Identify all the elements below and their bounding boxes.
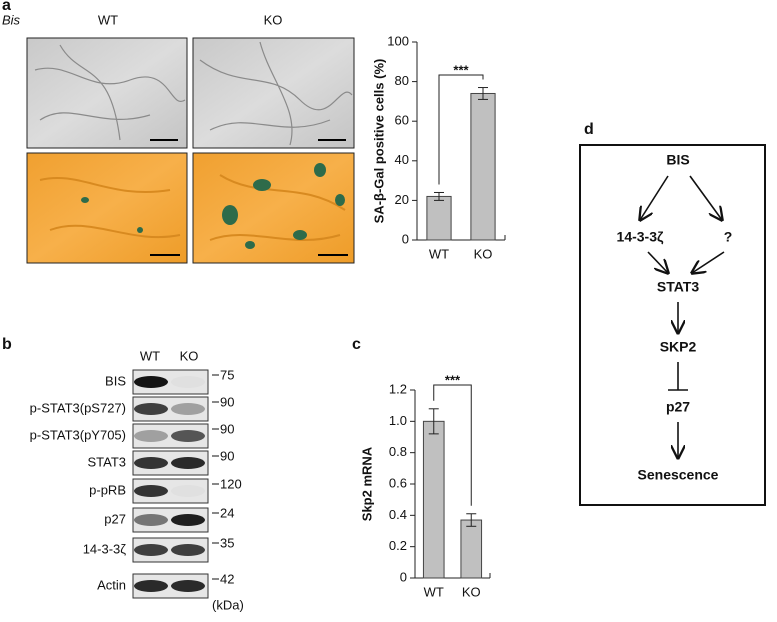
column-label: KO [264, 12, 283, 27]
blot-row-label: p-STAT3(pS727) [30, 400, 126, 415]
kda-label: 75 [220, 367, 234, 382]
band [171, 514, 205, 526]
band [171, 544, 205, 556]
bar [470, 92, 496, 241]
y-tick-label: 100 [387, 33, 409, 48]
kda-label: 90 [220, 421, 234, 436]
node: Senescence [638, 467, 719, 483]
micrograph-grid [26, 37, 355, 264]
y-tick-label: 0.2 [389, 538, 407, 553]
y-tick-label: 80 [395, 73, 409, 88]
y-tick-label: 1.2 [389, 381, 407, 396]
band [171, 485, 205, 497]
y-tick-label: 0.8 [389, 444, 407, 459]
blot-column: KO [180, 348, 199, 363]
genotype-label: Bis [2, 12, 21, 27]
arrow [689, 175, 722, 220]
kda-label: 42 [220, 571, 234, 586]
significance-bracket [433, 384, 472, 506]
band [134, 485, 168, 497]
y-tick-label: 0 [402, 231, 409, 246]
band [171, 403, 205, 415]
node: SKP2 [660, 339, 697, 355]
sa-bgal-wt [26, 152, 188, 264]
x-tick-label: WT [424, 584, 444, 599]
band [134, 514, 168, 526]
band [134, 376, 168, 388]
node: p27 [666, 399, 690, 415]
kda-label: 90 [220, 448, 234, 463]
blot-column: WT [140, 348, 160, 363]
blot-row-label: Actin [97, 577, 126, 592]
kda-label: 35 [220, 535, 234, 550]
band [134, 403, 168, 415]
band [134, 430, 168, 442]
bar [460, 519, 483, 579]
kda-label: 24 [220, 505, 234, 520]
blot-row-label: BIS [105, 373, 126, 388]
arrow [640, 175, 669, 220]
band [134, 544, 168, 556]
panel-label: b [2, 336, 12, 353]
column-label: WT [98, 12, 118, 27]
kda-label: 90 [220, 394, 234, 409]
sa-bgal-ko [192, 152, 355, 264]
y-tick-label: 0.6 [389, 475, 407, 490]
y-axis-label: SA-β-Gal positive cells (%) [371, 59, 386, 224]
band [134, 580, 168, 592]
blot-row-label: p-pRB [89, 482, 126, 497]
y-tick-label: 0.4 [389, 507, 407, 522]
x-tick-label: KO [462, 584, 481, 599]
node: 14-3-3ζ [617, 229, 664, 245]
panel-label: a [2, 0, 11, 14]
node: BIS [666, 152, 689, 168]
y-tick-label: 40 [395, 152, 409, 167]
blot-row-label: 14-3-3ζ [83, 541, 127, 556]
node: STAT3 [657, 279, 699, 295]
bar [422, 420, 445, 579]
arrow [647, 251, 668, 273]
blot-row-label: p-STAT3(pY705) [30, 427, 126, 442]
band [171, 430, 205, 442]
significance: *** [453, 62, 469, 77]
arrow [692, 251, 725, 273]
band [171, 457, 205, 469]
y-tick-label: 0 [400, 569, 407, 584]
y-tick-label: 1.0 [389, 413, 407, 428]
x-tick-label: KO [474, 246, 493, 261]
band [134, 457, 168, 469]
y-tick-label: 20 [395, 192, 409, 207]
panel-label: d [584, 121, 594, 138]
significance-bracket [438, 74, 484, 185]
significance: *** [445, 372, 461, 387]
y-tick-label: 60 [395, 113, 409, 128]
stained-cells [81, 163, 345, 249]
blot-row-label: STAT3 [87, 454, 126, 469]
kda-unit: (kDa) [212, 597, 244, 612]
kda-label: 120 [220, 476, 242, 491]
blot-row-label: p27 [104, 511, 126, 526]
blot: BIS 75 p-STAT3(pS727) 90 p-STAT3(pY705) 90 STA… [30, 367, 242, 599]
bar [426, 195, 452, 241]
band [171, 580, 205, 592]
x-tick-label: WT [429, 246, 449, 261]
y-axis-label: Skp2 mRNA [359, 446, 374, 521]
diagram-frame [579, 144, 766, 506]
pathway-diagram: BIS 14-3-3ζ ? STAT3 SKP2 p27 Senescence [579, 144, 766, 506]
brightfield-ko [192, 37, 355, 149]
cell-texture [39, 174, 346, 241]
cell-texture [34, 41, 353, 146]
band [171, 376, 205, 388]
node: ? [724, 229, 733, 245]
panel-label: c [352, 336, 361, 353]
